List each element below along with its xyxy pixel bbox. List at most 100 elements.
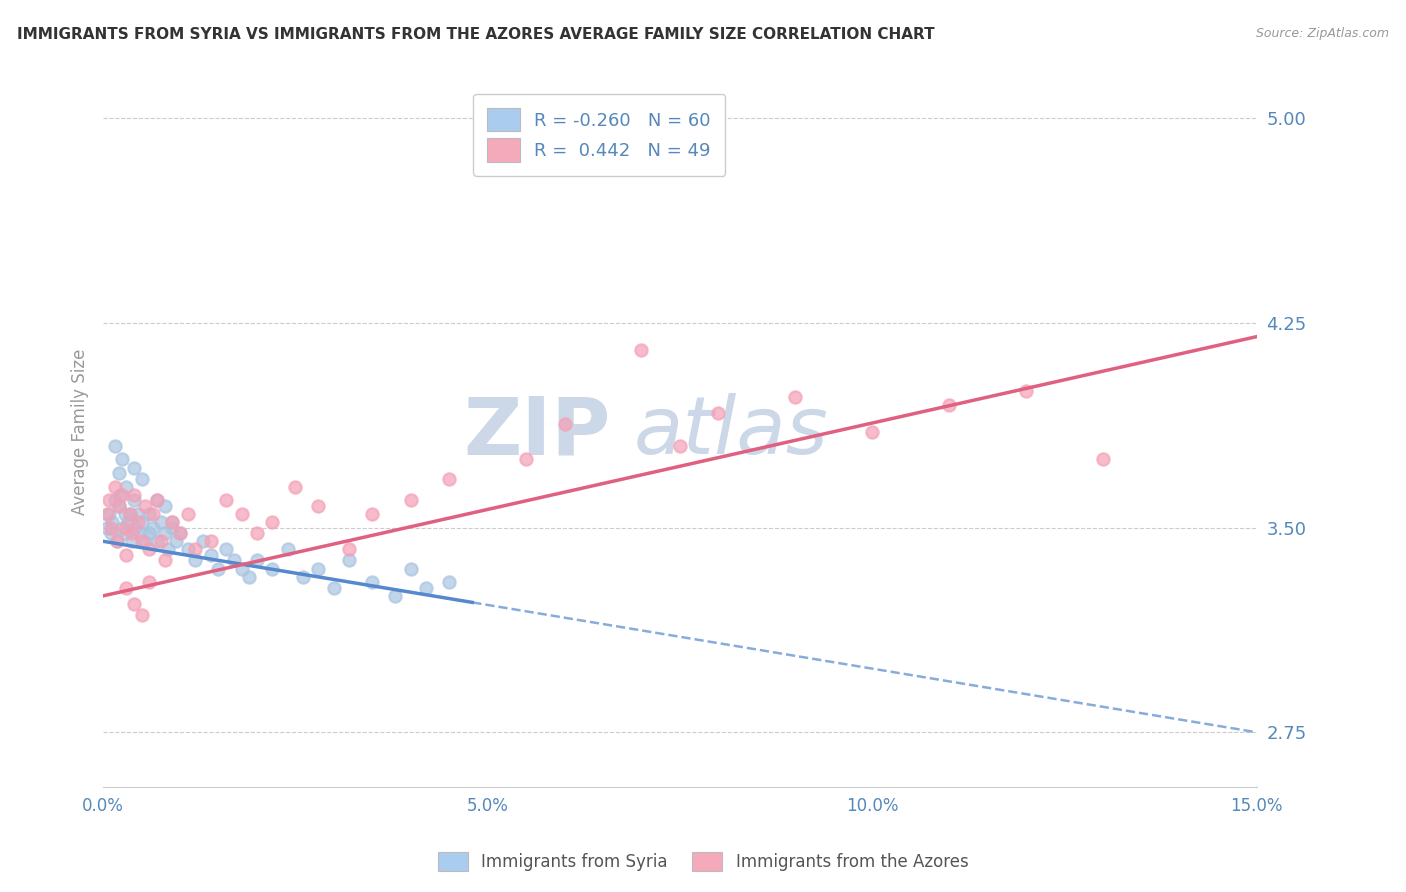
Point xyxy=(127,515,149,529)
Point xyxy=(162,521,184,535)
Point xyxy=(146,493,169,508)
Point xyxy=(115,548,138,562)
Point xyxy=(104,439,127,453)
Point xyxy=(129,526,152,541)
Point xyxy=(114,507,136,521)
Point xyxy=(131,471,153,485)
Point xyxy=(437,471,460,485)
Point xyxy=(231,561,253,575)
Point xyxy=(121,534,143,549)
Point xyxy=(149,515,172,529)
Point xyxy=(122,488,145,502)
Point xyxy=(785,390,807,404)
Point xyxy=(104,480,127,494)
Point xyxy=(200,534,222,549)
Point xyxy=(165,534,187,549)
Point xyxy=(184,542,207,557)
Point xyxy=(138,526,160,541)
Point xyxy=(96,507,118,521)
Point xyxy=(146,493,169,508)
Legend: Immigrants from Syria, Immigrants from the Azores: Immigrants from Syria, Immigrants from t… xyxy=(429,843,977,880)
Point xyxy=(108,488,131,502)
Point xyxy=(122,597,145,611)
Point xyxy=(138,542,160,557)
Point xyxy=(707,406,730,420)
Point xyxy=(515,452,537,467)
Text: Source: ZipAtlas.com: Source: ZipAtlas.com xyxy=(1256,27,1389,40)
Point xyxy=(149,534,172,549)
Point xyxy=(107,466,129,480)
Point xyxy=(246,526,269,541)
Point xyxy=(284,480,307,494)
Point xyxy=(117,515,139,529)
Point xyxy=(153,526,176,541)
Point xyxy=(111,521,134,535)
Point xyxy=(134,534,156,549)
Point xyxy=(124,521,146,535)
Point xyxy=(122,460,145,475)
Point xyxy=(292,570,315,584)
Point xyxy=(115,581,138,595)
Point xyxy=(122,493,145,508)
Point xyxy=(96,521,118,535)
Point xyxy=(138,507,160,521)
Point xyxy=(114,521,136,535)
Text: atlas: atlas xyxy=(634,393,828,471)
Point xyxy=(215,542,238,557)
Point xyxy=(107,499,129,513)
Point xyxy=(938,398,960,412)
Point xyxy=(399,561,422,575)
Point xyxy=(554,417,576,431)
Point xyxy=(153,553,176,567)
Text: ZIP: ZIP xyxy=(464,393,610,471)
Point xyxy=(111,488,134,502)
Point xyxy=(118,507,141,521)
Point xyxy=(399,493,422,508)
Point xyxy=(118,507,141,521)
Point xyxy=(860,425,883,439)
Point xyxy=(177,542,200,557)
Point xyxy=(277,542,299,557)
Point xyxy=(169,526,191,541)
Point xyxy=(98,507,121,521)
Point xyxy=(262,561,284,575)
Point xyxy=(191,534,214,549)
Point xyxy=(415,581,437,595)
Point xyxy=(134,499,156,513)
Text: IMMIGRANTS FROM SYRIA VS IMMIGRANTS FROM THE AZORES AVERAGE FAMILY SIZE CORRELAT: IMMIGRANTS FROM SYRIA VS IMMIGRANTS FROM… xyxy=(17,27,935,42)
Point xyxy=(98,493,121,508)
Point xyxy=(131,515,153,529)
Point xyxy=(153,499,176,513)
Point xyxy=(115,480,138,494)
Y-axis label: Average Family Size: Average Family Size xyxy=(72,349,89,516)
Point xyxy=(105,534,128,549)
Point xyxy=(437,575,460,590)
Point xyxy=(1015,384,1038,399)
Point xyxy=(177,507,200,521)
Point xyxy=(111,452,134,467)
Legend: R = -0.260   N = 60, R =  0.442   N = 49: R = -0.260 N = 60, R = 0.442 N = 49 xyxy=(472,94,725,176)
Point xyxy=(138,575,160,590)
Point xyxy=(105,534,128,549)
Point xyxy=(361,575,384,590)
Point xyxy=(207,561,229,575)
Point xyxy=(101,515,124,529)
Point xyxy=(337,542,360,557)
Point xyxy=(115,526,138,541)
Point xyxy=(231,507,253,521)
Point xyxy=(131,607,153,622)
Point xyxy=(215,493,238,508)
Point xyxy=(162,515,184,529)
Point xyxy=(157,542,180,557)
Point xyxy=(100,526,122,541)
Point xyxy=(307,499,329,513)
Point xyxy=(246,553,269,567)
Point xyxy=(100,521,122,535)
Point xyxy=(322,581,344,595)
Point xyxy=(146,534,169,549)
Point xyxy=(200,548,222,562)
Point xyxy=(127,507,149,521)
Point xyxy=(107,499,129,513)
Point xyxy=(1091,452,1114,467)
Point xyxy=(384,589,406,603)
